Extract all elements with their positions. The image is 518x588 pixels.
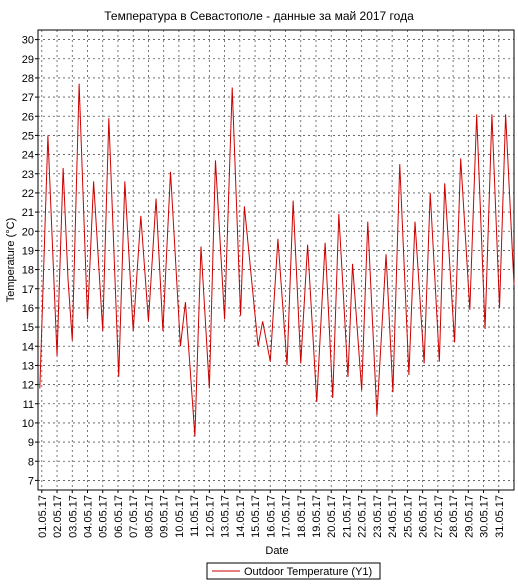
y-tick-label: 28: [22, 73, 34, 85]
x-tick-label: 09.05.17: [159, 495, 171, 538]
y-tick-label: 10: [22, 418, 34, 430]
x-tick-label: 13.05.17: [220, 495, 232, 538]
plot-frame: [37, 29, 515, 491]
legend: Outdoor Temperature (Y1): [206, 562, 381, 580]
x-tick-label: 03.05.17: [67, 495, 79, 538]
x-tick-label: 05.05.17: [98, 495, 110, 538]
chart-title: Температура в Севастополе - данные за ма…: [104, 9, 414, 23]
x-tick-label: 28.05.17: [448, 495, 460, 538]
y-tick-label: 22: [22, 188, 34, 200]
x-tick-label: 26.05.17: [418, 495, 430, 538]
data-line: [39, 83, 515, 437]
x-tick-label: 15.05.17: [250, 495, 262, 538]
legend-label: Outdoor Temperature (Y1): [244, 566, 372, 578]
y-tick-label: 15: [22, 322, 34, 334]
x-tick-label: 02.05.17: [52, 495, 64, 538]
y-tick-label: 7: [28, 475, 34, 487]
y-tick-label: 27: [22, 92, 34, 104]
x-tick-label: 07.05.17: [128, 495, 140, 538]
x-tick-label: 19.05.17: [311, 495, 323, 538]
x-tick-label: 20.05.17: [326, 495, 338, 538]
x-tick-label: 16.05.17: [265, 495, 277, 538]
legend-box: [206, 562, 381, 580]
x-tick-label: 10.05.17: [174, 495, 186, 538]
x-tick-label: 27.05.17: [433, 495, 445, 538]
x-tick-label: 11.05.17: [189, 495, 201, 537]
x-tick-label: 25.05.17: [402, 495, 414, 538]
y-tick-label: 24: [22, 150, 34, 162]
y-tick-label: 23: [22, 169, 34, 181]
y-tick-label: 8: [28, 456, 34, 468]
y-axis-title: Temperature (°C): [5, 218, 17, 302]
x-tick-label: 31.05.17: [494, 495, 506, 538]
y-tick-label: 25: [22, 130, 34, 142]
y-tick-label: 26: [22, 111, 34, 123]
y-tick-label: 12: [22, 380, 34, 392]
x-tick-label: 24.05.17: [387, 495, 399, 538]
y-tick-label: 30: [22, 35, 34, 47]
x-tick-label: 12.05.17: [204, 495, 216, 538]
x-tick-label: 23.05.17: [372, 495, 384, 538]
y-tick-label: 13: [22, 360, 34, 372]
x-tick-label: 22.05.17: [357, 495, 369, 538]
y-tick-label: 20: [22, 226, 34, 238]
x-axis-title: Date: [265, 545, 288, 557]
x-tick-label: 14.05.17: [235, 495, 247, 538]
y-tick-label: 16: [22, 303, 34, 315]
x-tick-label: 08.05.17: [143, 495, 155, 538]
y-tick-label: 18: [22, 265, 34, 277]
x-tick-label: 17.05.17: [281, 495, 293, 538]
x-tick-label: 29.05.17: [463, 495, 475, 538]
x-tick-label: 18.05.17: [296, 495, 308, 538]
x-tick-label: 30.05.17: [479, 495, 491, 538]
y-tick-label: 11: [23, 399, 34, 411]
x-tick-label: 06.05.17: [113, 495, 125, 538]
y-tick-label: 9: [28, 437, 34, 449]
x-tick-label: 04.05.17: [83, 495, 95, 538]
y-tick-label: 14: [22, 341, 34, 353]
y-tick-label: 19: [22, 245, 34, 257]
y-tick-label: 21: [22, 207, 34, 219]
y-tick-label: 29: [22, 54, 34, 66]
y-tick-label: 17: [22, 284, 34, 296]
x-tick-label: 01.05.17: [37, 495, 49, 538]
x-tick-label: 21.05.17: [341, 495, 353, 538]
